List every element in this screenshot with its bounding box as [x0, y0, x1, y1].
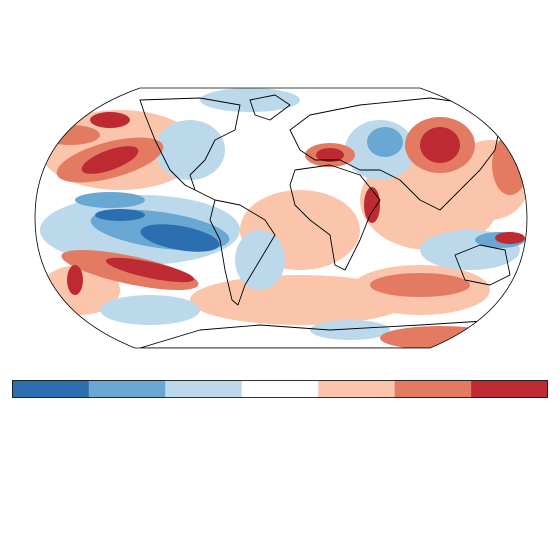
colorbar-segment [471, 380, 548, 398]
colorbar-segment [241, 380, 319, 398]
colorbar-segment [165, 380, 242, 398]
colorbar-segment [394, 380, 472, 398]
colorbar-frame [12, 380, 548, 398]
map-field [35, 88, 527, 348]
colorbar-segment [88, 380, 166, 398]
colorbar-segment [318, 380, 395, 398]
map-frame [34, 87, 528, 349]
colorbar [12, 380, 548, 398]
colorbar-segment [12, 380, 89, 398]
